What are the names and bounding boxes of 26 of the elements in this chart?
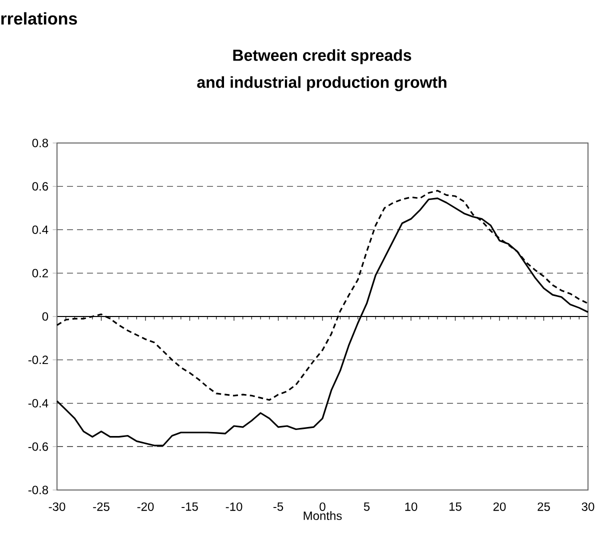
x-tick-label: -10 [226, 502, 242, 511]
y-tick-label: -0.8 [28, 486, 48, 494]
x-tick-label: -30 [48, 502, 66, 511]
text: rrelations [1, 12, 77, 25]
y-tick-label: -0.2 [28, 356, 48, 364]
y-tick-label: 0.4 [32, 225, 48, 234]
y-tick-label: 0.6 [32, 182, 48, 191]
x-tick-label: -15 [182, 502, 198, 511]
x-tick-label: 25 [538, 502, 550, 511]
x-tick-label: 0 [320, 502, 326, 511]
x-tick-label: -5 [273, 502, 284, 511]
x-tick-label: -25 [93, 502, 110, 511]
x-tick-label: -20 [137, 502, 154, 511]
x-axis-title: Months [304, 511, 342, 520]
x-tick-label: 20 [493, 502, 506, 511]
y-tick-label: -0.4 [28, 398, 48, 408]
chart-title: Between credit spreads [233, 49, 412, 64]
x-tick-label: 5 [364, 502, 370, 511]
y-tick-label: 0 [42, 312, 48, 321]
y-tick-label: 0.2 [32, 268, 48, 278]
x-tick-label: 30 [582, 502, 594, 511]
x-tick-label: 10 [405, 502, 418, 511]
y-tick-label: 0.8 [32, 138, 48, 148]
chart-subtitle: and industrial production growth [197, 76, 446, 92]
x-tick-label: 15 [450, 502, 462, 511]
y-tick-label: -0.6 [28, 442, 48, 451]
